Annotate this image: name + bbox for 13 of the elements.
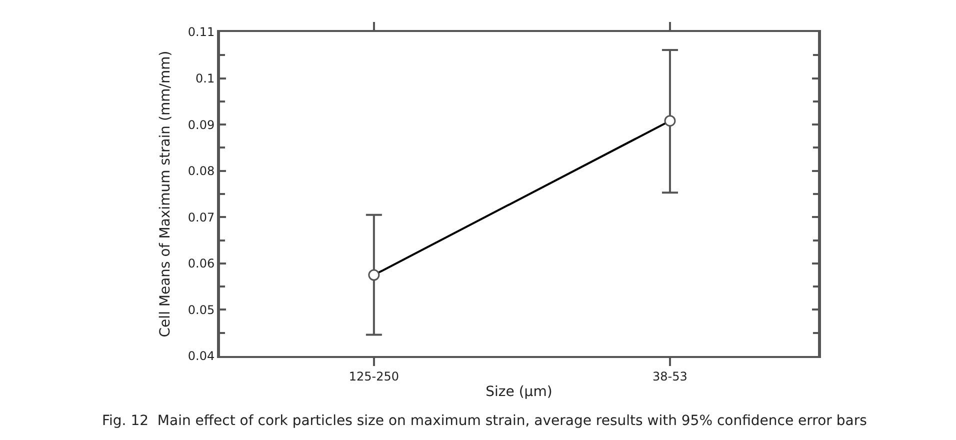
x-tick-label: 125-250 — [348, 369, 400, 384]
y-tick-label: 0.09 — [188, 118, 215, 132]
y-tick-label: 0.1 — [196, 71, 215, 86]
y-tick-label: 0.06 — [188, 256, 215, 271]
x-tick-label: 38-53 — [652, 369, 688, 384]
y-tick-label: 0.05 — [188, 302, 215, 317]
y-axis-title: Cell Means of Maximum strain (mm/mm) — [157, 50, 174, 338]
y-tick-label: 0.07 — [188, 210, 215, 224]
caption: Fig. 12 Main effect of cork particles size on maximum strain, average results with 95% confidence error bars — [102, 413, 867, 429]
y-tick-label: 0.11 — [188, 25, 215, 40]
x-axis-title: Size (µm) — [486, 384, 552, 400]
y-tick-label: 0.08 — [188, 164, 215, 178]
y-tick-label: 0.04 — [188, 349, 215, 364]
